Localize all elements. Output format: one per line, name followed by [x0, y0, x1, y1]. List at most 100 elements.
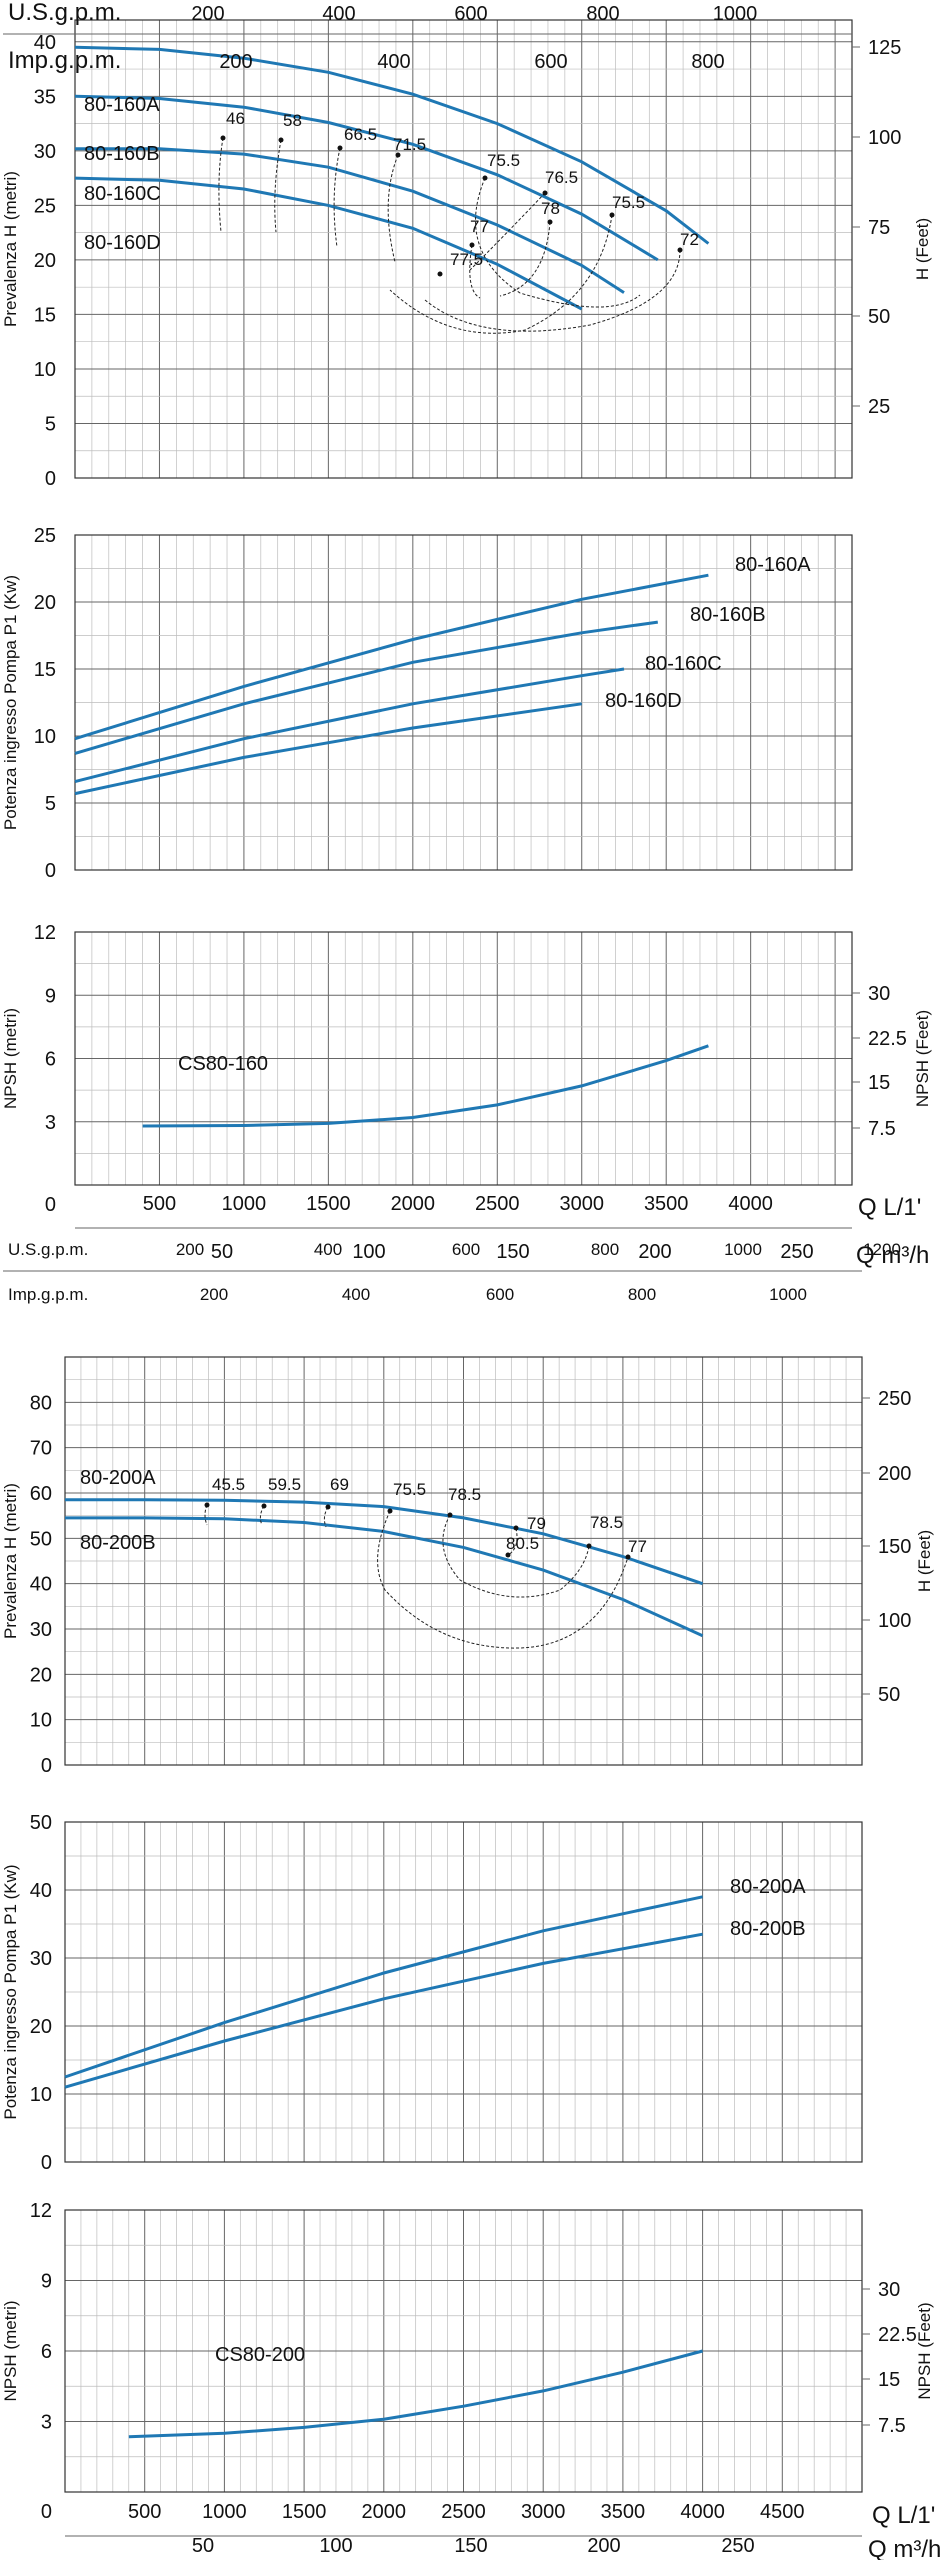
top-axis-tick-impgpm: 200 [200, 1285, 228, 1304]
panel-grid-5 [64, 2209, 863, 2493]
y-tick-label: 40 [34, 32, 56, 54]
plot-frame [74, 931, 853, 1186]
series-line-cs80-160 [142, 1044, 709, 1128]
y-axis-title: Prevalenza H (metri) [1, 1483, 20, 1639]
y2-tick-label: 50 [878, 1684, 900, 1706]
efficiency-isoline [204, 1504, 208, 1526]
series-label: 80-160B [84, 143, 160, 165]
y-tick-label: 12 [34, 922, 56, 944]
top-axis-title-impgpm: Imp.g.p.m. [8, 47, 121, 74]
y2-tick-label: 15 [878, 2369, 900, 2391]
x2-tick-label: 150 [454, 2535, 487, 2557]
plot-frame [64, 2209, 863, 2493]
efficiency-marker [505, 1552, 511, 1558]
y-tick-label: 30 [34, 141, 56, 163]
y-tick-label: 0 [41, 1755, 52, 1777]
y2-tick-label: 125 [868, 37, 901, 59]
x-tick-label: 4500 [760, 2501, 805, 2523]
efficiency-marker [437, 271, 443, 277]
plot-frame [64, 1821, 863, 2163]
top-axis-tick-usgpm: 200 [176, 1240, 204, 1259]
efficiency-marker [337, 145, 343, 151]
series-label: 80-160C [84, 183, 161, 205]
efficiency-marker [469, 242, 475, 248]
top-axis-tick-impgpm: 800 [691, 51, 724, 73]
series-label: 80-200A [730, 1876, 806, 1898]
efficiency-marker [625, 1554, 631, 1560]
y2-tick-label: 30 [878, 2279, 900, 2301]
plot-frame [64, 1356, 863, 1766]
y-tick-label: 10 [34, 726, 56, 748]
efficiency-label: 77 [470, 217, 489, 236]
y-tick-label: 0 [45, 860, 56, 882]
y-tick-label: 40 [30, 1880, 52, 1902]
x-tick-label: 2500 [441, 2501, 486, 2523]
x-axis-title: Q L/1' [858, 1194, 921, 1221]
y-tick-label: 20 [30, 1664, 52, 1686]
efficiency-label: 75.5 [487, 151, 520, 170]
efficiency-marker [542, 190, 548, 196]
x-tick-label: 1500 [306, 1193, 351, 1215]
x-tick-label: 2500 [475, 1193, 520, 1215]
efficiency-marker [395, 152, 401, 158]
top-axis-tick-usgpm: 400 [322, 3, 355, 25]
series-label: 80-160A [735, 554, 811, 576]
x-tick-label: 3000 [559, 1193, 604, 1215]
efficiency-isoline [333, 147, 341, 248]
y2-tick-label: 75 [868, 217, 890, 239]
efficiency-label: 69 [330, 1475, 349, 1494]
y-tick-label: 0 [41, 2501, 52, 2523]
series-label: 80-200A [80, 1467, 156, 1489]
y-axis-title: NPSH (metri) [1, 1008, 20, 1109]
efficiency-isoline [442, 1514, 590, 1598]
efficiency-marker [513, 1525, 519, 1531]
y2-axis-title: NPSH (Feet) [913, 1010, 932, 1107]
y-tick-label: 70 [30, 1438, 52, 1460]
efficiency-label: 77.5 [450, 250, 483, 269]
top-axis-tick-impgpm: 600 [486, 1285, 514, 1304]
top-axis-tick-usgpm: 1000 [724, 1240, 762, 1259]
efficiency-label: 46 [226, 109, 245, 128]
top-axis-tick-usgpm: 1000 [713, 3, 758, 25]
efficiency-isoline [377, 1510, 629, 1649]
x-tick-label: 1000 [222, 1193, 267, 1215]
x2-tick-label: 250 [780, 1241, 813, 1263]
x-tick-label: 4000 [680, 2501, 725, 2523]
x-tick-label: 500 [143, 1193, 176, 1215]
y2-tick-label: 22.5 [878, 2324, 917, 2346]
top-axis-title-usgpm: U.S.g.p.m. [8, 0, 121, 26]
y-tick-label: 20 [30, 2016, 52, 2038]
x-tick-label: 500 [128, 2501, 161, 2523]
x-tick-label: 4000 [728, 1193, 773, 1215]
top-axis-tick-usgpm: 400 [314, 1240, 342, 1259]
top-axis-tick-usgpm: 800 [591, 1240, 619, 1259]
y-tick-label: 35 [34, 86, 56, 108]
y-tick-label: 6 [41, 2341, 52, 2363]
efficiency-marker [547, 219, 553, 225]
efficiency-marker [261, 1503, 267, 1509]
y-tick-label: 3 [41, 2412, 52, 2434]
y-tick-label: 5 [45, 793, 56, 815]
series-line-80-160d [74, 176, 583, 311]
series-label: 80-160A [84, 94, 160, 116]
efficiency-label: 71.5 [393, 135, 426, 154]
series-line-cs80-200 [128, 2349, 703, 2439]
series-label: 80-160C [645, 653, 722, 675]
y-axis-title: Potenza ingresso Pompa P1 (Kw) [1, 575, 20, 830]
efficiency-label: 80.5 [506, 1534, 539, 1553]
y-tick-label: 50 [30, 1812, 52, 1834]
y2-axis-title: H (Feet) [913, 218, 932, 280]
efficiency-isoline [389, 214, 613, 334]
y2-axis-title: NPSH (Feet) [915, 2302, 934, 2399]
efficiency-label: 79 [527, 1514, 546, 1533]
efficiency-label: 66.5 [344, 125, 377, 144]
series-label: CS80-160 [178, 1053, 268, 1075]
x-tick-label: 2000 [362, 2501, 407, 2523]
series-line-80-160a [74, 45, 710, 245]
x-tick-label: 3500 [644, 1193, 689, 1215]
top-axis-tick-usgpm: 1200 [863, 1240, 901, 1259]
y-tick-label: 6 [45, 1049, 56, 1071]
y2-tick-label: 30 [868, 983, 890, 1005]
efficiency-label: 58 [283, 111, 302, 130]
efficiency-isoline [469, 244, 481, 299]
